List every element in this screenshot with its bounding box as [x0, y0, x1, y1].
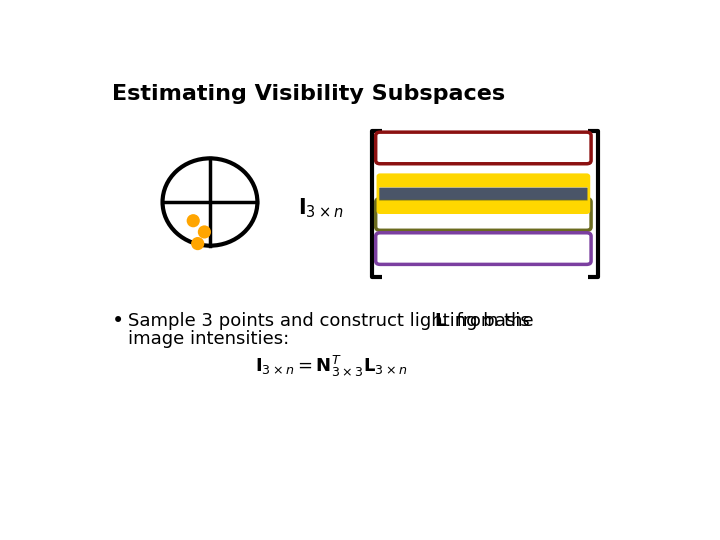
Text: $\mathbf{I}_{3 \times n}$: $\mathbf{I}_{3 \times n}$ [298, 197, 344, 220]
Text: image intensities:: image intensities: [128, 330, 289, 348]
Text: from the: from the [445, 312, 534, 329]
Text: Sample 3 points and construct lighting basis: Sample 3 points and construct lighting b… [128, 312, 536, 329]
FancyBboxPatch shape [379, 188, 588, 199]
Text: •: • [112, 310, 125, 330]
Text: $\mathbf{I}_{3 \times n} = \mathbf{N}^T_{3 \times 3}\mathbf{L}_{3 \times n}$: $\mathbf{I}_{3 \times n} = \mathbf{N}^T_… [255, 354, 407, 379]
FancyBboxPatch shape [379, 201, 588, 211]
Point [192, 239, 204, 248]
FancyBboxPatch shape [379, 177, 588, 186]
Text: $\mathbf{L}$: $\mathbf{L}$ [433, 312, 446, 329]
Point [187, 217, 199, 225]
Point [199, 228, 210, 237]
Text: Estimating Visibility Subspaces: Estimating Visibility Subspaces [112, 84, 505, 104]
